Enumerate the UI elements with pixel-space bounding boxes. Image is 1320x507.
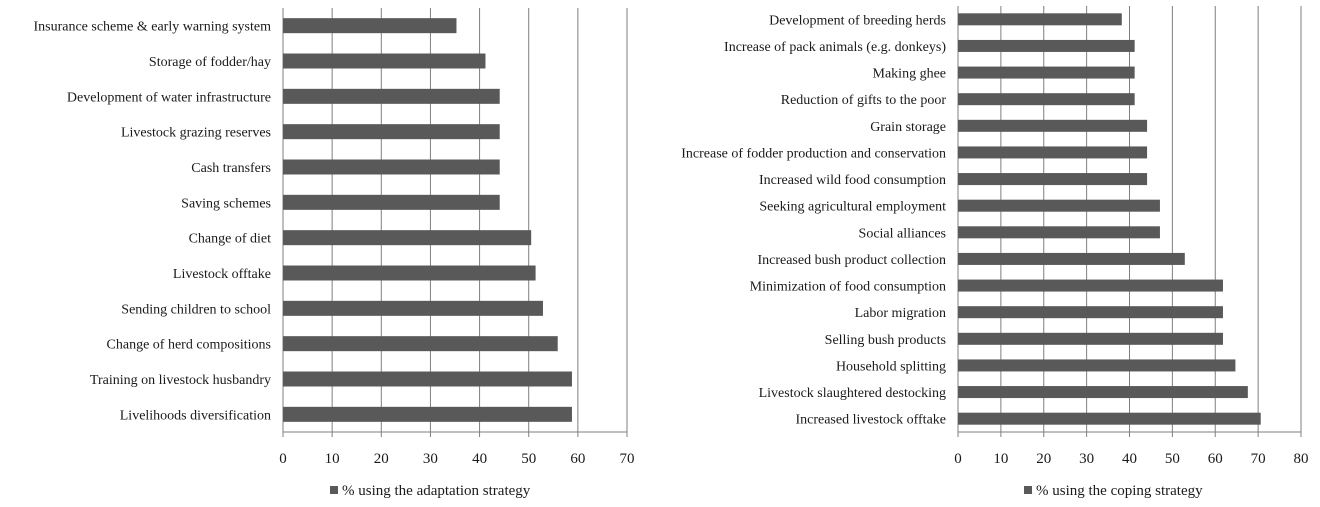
bar xyxy=(958,412,1261,425)
x-tick-label: 80 xyxy=(1294,451,1309,467)
bar xyxy=(958,386,1248,399)
bar xyxy=(283,230,532,246)
bar xyxy=(958,146,1148,159)
x-tick-label: 60 xyxy=(570,451,585,467)
bar xyxy=(283,300,543,316)
legend-label: % using the coping strategy xyxy=(1036,483,1203,499)
bar xyxy=(283,124,500,140)
category-label: Reduction of gifts to the poor xyxy=(781,93,947,108)
x-tick-label: 0 xyxy=(954,451,962,467)
x-tick-label: 10 xyxy=(993,451,1008,467)
bar xyxy=(958,93,1135,106)
x-tick-label: 40 xyxy=(472,451,487,467)
bar xyxy=(958,39,1135,52)
x-tick-label: 60 xyxy=(1208,451,1223,467)
category-label: Increased livestock offtake xyxy=(795,413,946,428)
category-label: Labor migration xyxy=(855,306,946,321)
category-label: Social alliances xyxy=(859,226,946,241)
x-tick-label: 20 xyxy=(374,451,389,467)
x-tick-label: 20 xyxy=(1036,451,1051,467)
bar xyxy=(958,119,1148,132)
x-tick-label: 30 xyxy=(1079,451,1094,467)
adaptation-strategy-chart: 0 10 20 30 40 50 60 70 Insurance scheme & early … xyxy=(33,8,635,499)
legend-label: % using the adaptation strategy xyxy=(342,483,531,499)
category-label: Development of breeding herds xyxy=(769,13,946,28)
category-label: Cash transfers xyxy=(191,161,271,176)
x-tick-label: 50 xyxy=(1165,451,1180,467)
category-label: Change of diet xyxy=(189,232,272,247)
category-label: Increased wild food consumption xyxy=(759,173,946,188)
x-tick-label: 0 xyxy=(279,451,287,467)
x-tick-label: 30 xyxy=(423,451,438,467)
bar xyxy=(958,279,1223,292)
bar xyxy=(958,173,1148,186)
category-label: Increase of fodder production and conser… xyxy=(681,146,946,161)
legend-swatch xyxy=(1024,486,1032,494)
bar xyxy=(958,13,1122,26)
coping-strategy-chart: 0 10 20 30 40 50 60 70 80 Development of breeding… xyxy=(681,6,1309,499)
category-label: Livestock grazing reserves xyxy=(121,126,271,141)
bar xyxy=(958,332,1223,345)
category-label: Saving schemes xyxy=(181,196,271,211)
category-label: Insurance scheme & early warning system xyxy=(33,20,271,35)
x-tick-label: 50 xyxy=(521,451,536,467)
bar xyxy=(958,66,1135,79)
category-label: Increased bush product collection xyxy=(757,253,946,268)
category-label: Selling bush products xyxy=(825,333,946,348)
category-label: Minimization of food consumption xyxy=(750,280,946,295)
x-tick-label: 40 xyxy=(1122,451,1137,467)
bar xyxy=(283,406,572,422)
bar xyxy=(958,199,1160,212)
bar xyxy=(283,336,558,352)
category-label: Livestock slaughtered destocking xyxy=(759,386,946,401)
category-label: Training on livestock husbandry xyxy=(90,373,271,388)
legend-swatch xyxy=(330,486,338,494)
x-tick-label: 70 xyxy=(1251,451,1266,467)
bar xyxy=(958,359,1236,372)
category-label: Livelihoods diversification xyxy=(120,408,271,423)
category-label: Change of herd compositions xyxy=(107,338,271,353)
bar xyxy=(283,265,536,281)
category-label: Livestock offtake xyxy=(173,267,271,282)
category-label: Household splitting xyxy=(836,359,946,374)
bar xyxy=(283,18,457,34)
bar xyxy=(283,88,500,104)
category-label: Grain storage xyxy=(870,120,946,135)
category-label: Making ghee xyxy=(873,67,946,82)
bar xyxy=(283,194,500,210)
bar xyxy=(283,371,572,387)
bar xyxy=(958,252,1185,265)
category-label: Seeking agricultural employment xyxy=(759,200,946,215)
bar xyxy=(958,306,1223,319)
category-label: Development of water infrastructure xyxy=(67,90,271,105)
x-tick-label: 10 xyxy=(325,451,340,467)
category-label: Increase of pack animals (e.g. donkeys) xyxy=(724,40,946,55)
category-label: Storage of fodder/hay xyxy=(149,55,271,70)
bar xyxy=(283,53,486,69)
bar xyxy=(283,159,500,175)
category-label: Sending children to school xyxy=(121,302,271,317)
x-tick-label: 70 xyxy=(620,451,635,467)
bar xyxy=(958,226,1160,239)
